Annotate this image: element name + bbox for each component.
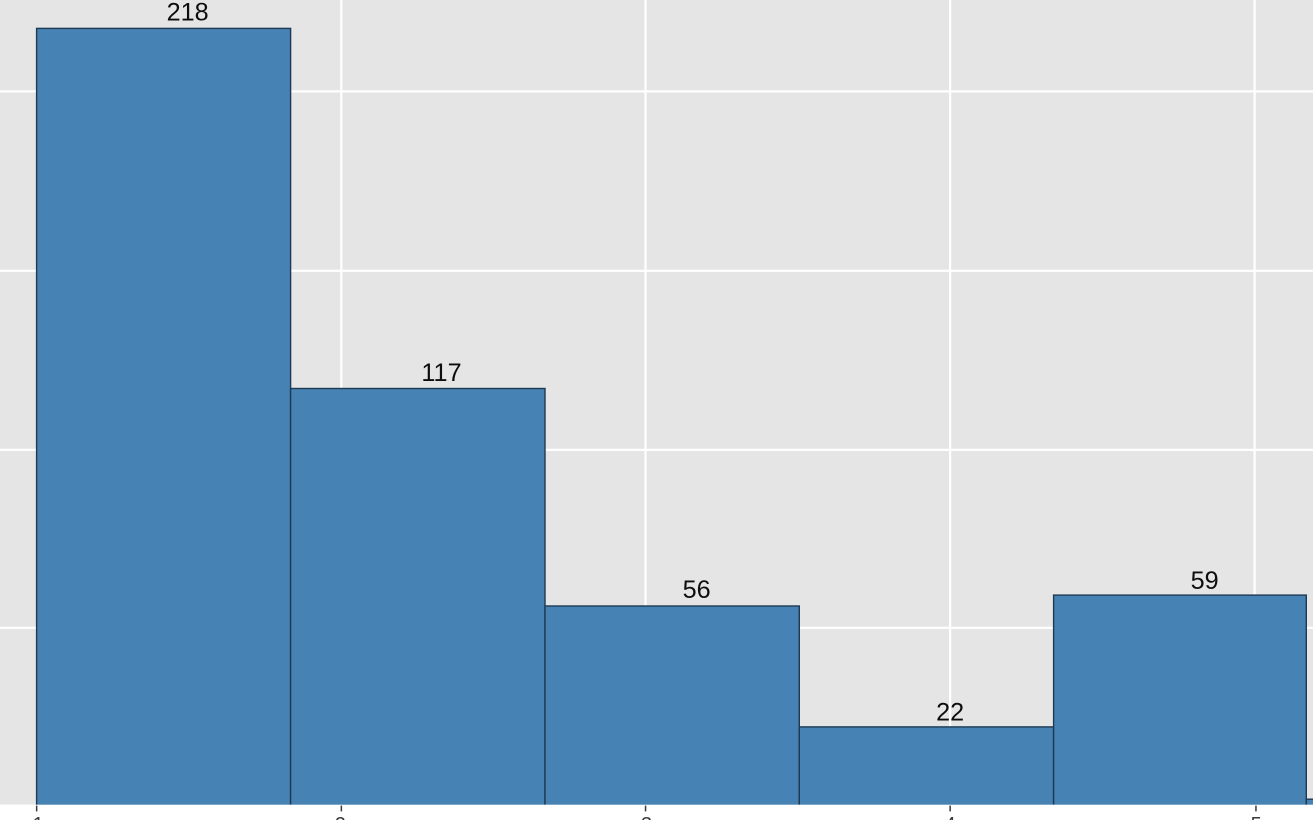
svg-text:2: 2 xyxy=(335,814,346,820)
svg-text:59: 59 xyxy=(1191,567,1219,595)
svg-text:3: 3 xyxy=(641,814,652,820)
svg-text:218: 218 xyxy=(167,0,209,27)
svg-text:1: 1 xyxy=(33,814,44,820)
svg-text:4: 4 xyxy=(945,814,956,820)
svg-text:5: 5 xyxy=(1251,814,1262,820)
svg-text:117: 117 xyxy=(421,359,461,387)
svg-text:22: 22 xyxy=(936,698,964,726)
svg-text:56: 56 xyxy=(683,576,711,604)
